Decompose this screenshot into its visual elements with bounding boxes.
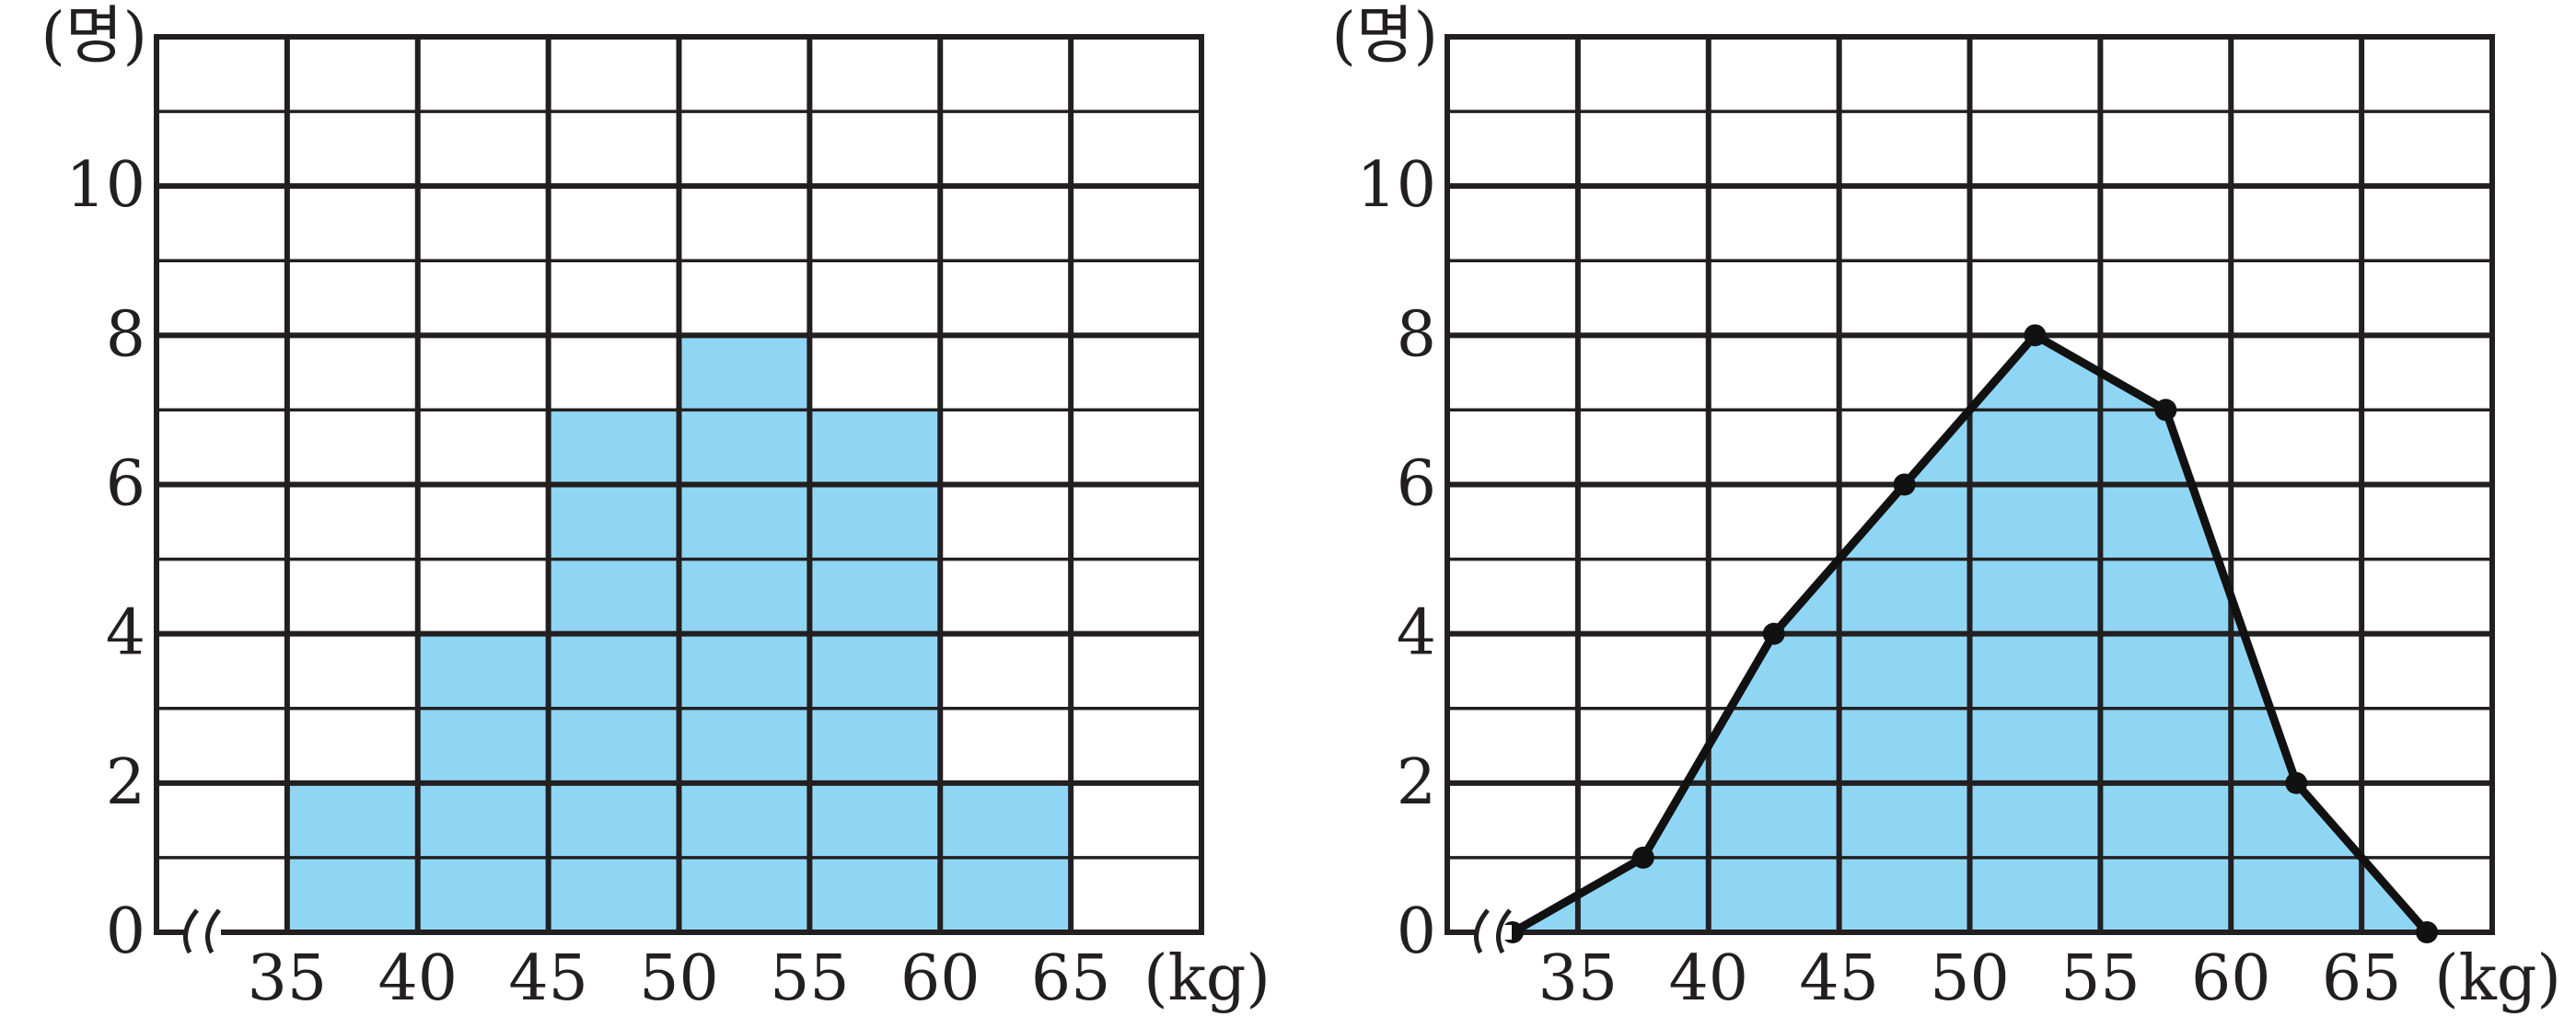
- y-axis-unit: (명): [1331, 0, 1438, 73]
- y-axis-unit: (명): [41, 0, 147, 73]
- axis-break-stroke: [1474, 908, 1490, 954]
- x-tick-label: 50: [1930, 942, 2010, 1015]
- y-tick-label: 10: [65, 149, 145, 222]
- y-tick-label: 2: [1397, 746, 1436, 819]
- axis-break-icon: [1474, 908, 1512, 954]
- x-tick-label: 65: [1031, 942, 1111, 1015]
- x-tick-label: 60: [2191, 942, 2271, 1015]
- data-point: [1631, 846, 1654, 869]
- data-point: [2416, 921, 2439, 943]
- data-point: [1893, 473, 1916, 496]
- axis-break-stroke: [183, 908, 199, 954]
- data-point: [2024, 324, 2047, 347]
- axis-break-stroke: [1496, 908, 1512, 954]
- y-tick-label: 0: [106, 895, 145, 968]
- histogram-bar: [809, 410, 941, 933]
- plot-frame: [1445, 34, 2495, 935]
- data-point: [2154, 398, 2177, 422]
- x-tick-label: 65: [2322, 942, 2402, 1015]
- y-tick-label: 8: [1397, 298, 1436, 371]
- histogram-bar: [548, 410, 679, 933]
- histogram-chart: 0 2 4 6 8 10 35 40 45 50 55 60 65 (명) (kg): [41, 0, 1271, 1015]
- polygon-line: [1510, 330, 2431, 936]
- x-tick-label: 40: [377, 942, 458, 1015]
- y-tick-label: 8: [106, 298, 145, 371]
- y-tick-label: 4: [106, 597, 145, 670]
- x-tick-label: 55: [770, 942, 850, 1015]
- y-tick-label: 10: [1356, 149, 1436, 222]
- grid: [1447, 37, 2492, 932]
- x-tick-label: 45: [508, 942, 588, 1015]
- x-axis-unit: (kg): [1143, 942, 1271, 1015]
- plot-frame: [154, 34, 1204, 935]
- y-tick-label: 6: [106, 448, 145, 521]
- y-tick-label: 2: [106, 746, 145, 819]
- x-tick-label: 35: [248, 942, 328, 1015]
- x-tick-label: 35: [1538, 942, 1619, 1015]
- axis-break-icon: [183, 908, 221, 954]
- grid: [157, 37, 1201, 932]
- y-tick-label: 0: [1397, 895, 1436, 968]
- y-tick-label: 4: [1397, 597, 1436, 670]
- frequency-polygon-chart: 0 2 4 6 8 10 35 40 45 50 55 60 65 (명) (kg): [1331, 0, 2561, 1015]
- x-axis-unit: (kg): [2434, 942, 2561, 1015]
- axis-break-stroke: [205, 908, 221, 954]
- y-tick-label: 6: [1397, 448, 1436, 521]
- x-tick-label: 40: [1668, 942, 1748, 1015]
- x-tick-label: 60: [900, 942, 981, 1015]
- data-point: [1762, 622, 1785, 645]
- x-tick-label: 45: [1799, 942, 1879, 1015]
- data-point: [2285, 771, 2308, 794]
- x-tick-label: 55: [2060, 942, 2141, 1015]
- x-tick-label: 50: [639, 942, 719, 1015]
